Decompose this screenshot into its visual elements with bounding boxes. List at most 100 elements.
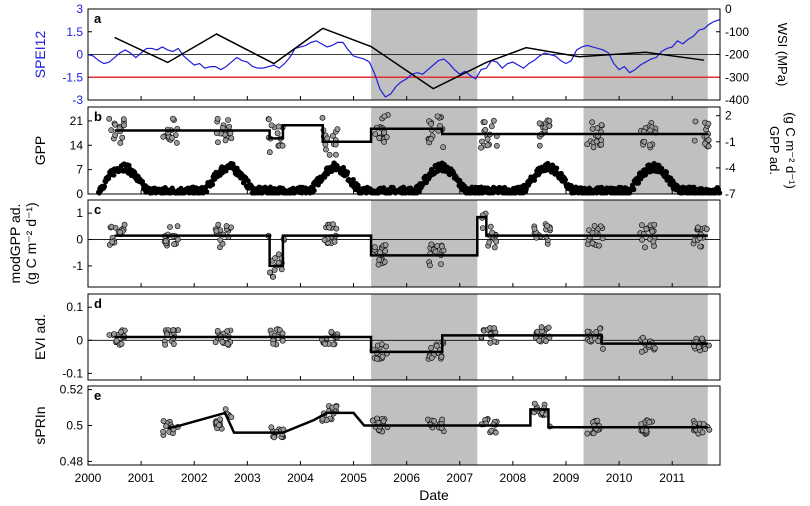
data-point [536, 142, 543, 149]
data-point [266, 149, 273, 156]
data-point [584, 141, 591, 148]
data-point [590, 144, 597, 151]
y-axis-label: sPRIn [32, 406, 48, 444]
data-point [268, 122, 275, 129]
data-point [375, 261, 382, 268]
data-point [486, 239, 493, 246]
y-axis-label: (g C m⁻² d⁻¹) [23, 202, 39, 284]
data-point [646, 142, 653, 148]
data-point [479, 225, 486, 232]
data-point [120, 116, 127, 123]
data-point [117, 229, 123, 236]
data-point [482, 126, 489, 133]
panel-frame [87, 385, 721, 466]
daily-gpp-point [204, 189, 210, 195]
x-tick-label: 2003 [234, 471, 261, 485]
data-point [326, 151, 333, 158]
data-point [113, 338, 120, 344]
data-point [590, 430, 597, 437]
data-point [108, 223, 115, 230]
data-point [330, 341, 337, 348]
data-point [584, 430, 591, 437]
daily-gpp-point [111, 172, 117, 178]
y-tick-label: 0.1 [66, 300, 83, 314]
y2-tick-label: -4 [725, 161, 736, 175]
daily-gpp-point [554, 165, 560, 171]
data-point [163, 423, 169, 430]
data-point [217, 237, 224, 243]
data-point [695, 224, 701, 231]
data-point [323, 146, 329, 153]
x-axis: 2000 2001 2002 2003 2004 2005 2006 2007 2008 2009… [75, 471, 686, 485]
data-point [270, 273, 277, 280]
y-tick-label: 0 [76, 233, 83, 247]
data-point [433, 342, 440, 349]
data-point [428, 136, 434, 142]
panel-letter: e [94, 388, 101, 403]
data-point [484, 142, 491, 149]
data-point [224, 328, 231, 335]
data-point [319, 114, 326, 121]
data-point [651, 221, 658, 228]
y-axis-label: modGPP ad. [7, 204, 23, 284]
y-tick-label: -3 [72, 93, 83, 107]
panel-a: 3 1.5 0 -1.5 -3 SPEI12 0 -100 -200 -300 -400 WSI (M… [32, 2, 790, 107]
data-point [174, 223, 181, 230]
data-point [598, 141, 605, 148]
y-tick-label: 21 [70, 114, 84, 128]
data-point [333, 151, 339, 158]
data-point [162, 238, 169, 245]
data-point [650, 238, 657, 245]
data-point [536, 337, 543, 344]
data-point [596, 242, 602, 249]
data-point [268, 424, 275, 431]
y-tick-label: 1 [76, 206, 83, 220]
data-point [491, 244, 498, 251]
y-tick-label: 3 [76, 2, 83, 16]
data-point [376, 135, 383, 141]
data-point [491, 325, 498, 332]
y-axis-label: SPEI12 [32, 31, 48, 79]
data-point [274, 130, 281, 137]
data-point [705, 137, 712, 144]
data-point [222, 406, 229, 413]
panel-letter: d [94, 296, 102, 311]
data-point [112, 132, 119, 138]
y-tick-label: 1.5 [66, 25, 83, 39]
data-point [439, 243, 445, 250]
daily-gpp-point [350, 176, 356, 183]
drought-shade-2-panel-3 [583, 200, 708, 287]
data-point [170, 341, 177, 347]
data-point [266, 116, 272, 123]
data-point [108, 127, 115, 134]
panel-letter: a [94, 11, 102, 26]
data-point [379, 353, 386, 360]
y2-tick-label: 2 [725, 109, 732, 123]
data-point [223, 223, 230, 229]
data-point [428, 354, 435, 361]
data-point [638, 348, 645, 355]
data-point [279, 142, 286, 149]
data-point [121, 221, 128, 228]
panel-frame [87, 293, 721, 381]
data-point [493, 142, 500, 149]
data-point [160, 133, 167, 140]
data-point [589, 125, 596, 132]
y-tick-label: 7 [76, 163, 83, 177]
data-point [538, 324, 545, 331]
step-line [114, 334, 708, 354]
data-point [383, 343, 389, 350]
x-tick-label: 2008 [500, 471, 527, 485]
data-point [117, 329, 124, 335]
y2-tick-label: -200 [725, 48, 749, 62]
y-tick-label: 0.48 [60, 454, 84, 468]
y2-tick-label: -1 [725, 135, 736, 149]
panel-frame [87, 199, 721, 288]
y-tick-label: -1 [72, 259, 83, 273]
data-point [431, 417, 438, 424]
data-point [651, 345, 658, 352]
data-point [329, 132, 336, 139]
step-line [167, 408, 708, 434]
data-point [696, 344, 702, 351]
